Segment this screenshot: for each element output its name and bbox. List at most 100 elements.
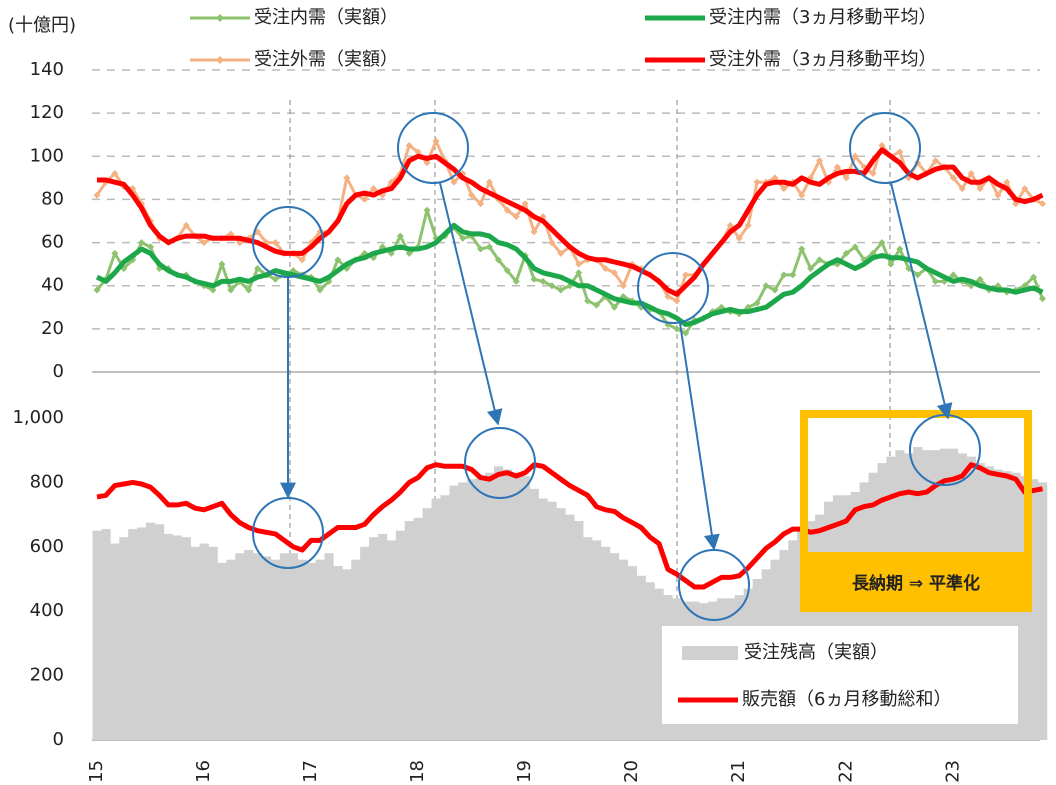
bar — [645, 582, 655, 740]
marker — [842, 249, 850, 257]
marker — [931, 277, 939, 285]
bar — [333, 566, 343, 740]
marker — [593, 301, 601, 309]
marker — [530, 228, 538, 236]
bar — [458, 482, 468, 740]
marker — [512, 213, 520, 221]
marker — [780, 185, 788, 193]
marker — [753, 299, 761, 307]
annotation: 長納期 ⇒ 平準化 — [852, 573, 980, 594]
y-tick-label: 1,000 — [12, 407, 64, 428]
bar — [583, 537, 593, 740]
bar — [128, 529, 138, 740]
bar — [511, 472, 521, 740]
marker — [405, 249, 413, 257]
marker — [227, 286, 235, 294]
bar — [1038, 482, 1048, 740]
marker — [673, 297, 681, 305]
bar — [235, 553, 245, 740]
bar — [556, 508, 566, 740]
bar — [297, 559, 307, 740]
marker — [753, 178, 761, 186]
highlight-label-bg — [800, 554, 1032, 612]
series-line — [95, 222, 1044, 327]
marker — [334, 256, 342, 264]
marker — [610, 303, 618, 311]
marker — [762, 282, 770, 290]
y-tick-label: 80 — [41, 188, 64, 209]
marker — [610, 269, 618, 277]
bar — [92, 530, 102, 740]
bar — [467, 479, 477, 740]
y-tick-label: 100 — [30, 145, 64, 166]
bar — [850, 492, 860, 740]
marker — [673, 325, 681, 333]
marker — [1039, 200, 1047, 208]
marker — [575, 269, 583, 277]
series-line — [97, 147, 1044, 297]
marker — [111, 170, 119, 178]
bar — [395, 530, 406, 740]
bar — [386, 540, 397, 740]
bar — [485, 472, 495, 740]
overlay: 15 16 17 18 19 20 21 22 23 受注内需（実額） 受注内需（3ヵ月移動平均） 受… — [86, 7, 963, 783]
marker — [361, 195, 369, 203]
arrow — [679, 322, 720, 551]
bar — [137, 527, 147, 740]
marker — [601, 264, 609, 272]
marker — [512, 277, 520, 285]
marker — [271, 239, 279, 247]
marker — [1021, 185, 1029, 193]
marker — [664, 293, 672, 300]
legend-box — [662, 626, 1018, 724]
series-line — [96, 462, 1043, 590]
callouts — [252, 112, 981, 621]
marker — [780, 271, 788, 279]
marker — [967, 170, 975, 178]
marker — [254, 264, 262, 272]
circle — [464, 427, 536, 499]
marker — [976, 185, 984, 193]
marker — [816, 256, 824, 264]
x-tick-label: 17 — [300, 760, 321, 783]
marker — [1030, 273, 1038, 281]
y-tick-label: 600 — [30, 536, 64, 557]
circle — [849, 112, 921, 184]
marker — [851, 243, 859, 251]
marker — [530, 275, 538, 283]
legend-marker — [216, 14, 224, 22]
marker — [218, 260, 226, 268]
bar — [636, 575, 646, 740]
bar — [618, 559, 629, 740]
bar — [377, 533, 388, 740]
marker — [503, 267, 511, 275]
bar — [627, 566, 637, 740]
x-tick-label: 18 — [407, 760, 428, 783]
marker — [1003, 178, 1011, 186]
marker — [914, 271, 922, 279]
y-tick-label: 120 — [30, 102, 64, 123]
bar — [253, 553, 263, 740]
marker — [949, 271, 957, 279]
bar — [270, 559, 281, 740]
marker — [949, 174, 957, 182]
marker — [548, 282, 556, 290]
x-tick-label: 21 — [728, 760, 749, 783]
marker — [227, 230, 235, 238]
y-tick-label: 20 — [41, 318, 64, 339]
marker — [138, 239, 146, 247]
marker — [878, 239, 886, 247]
bar — [360, 546, 370, 740]
circle — [397, 112, 469, 184]
y-axis-unit: (十億円) — [8, 15, 76, 36]
marker — [111, 249, 119, 257]
marker — [468, 191, 476, 199]
marker — [316, 286, 324, 294]
marker — [931, 157, 939, 165]
bar — [823, 501, 834, 740]
bar — [110, 543, 120, 740]
bar — [288, 553, 298, 740]
marker — [432, 137, 440, 145]
bar — [262, 556, 272, 740]
bar — [449, 485, 459, 740]
